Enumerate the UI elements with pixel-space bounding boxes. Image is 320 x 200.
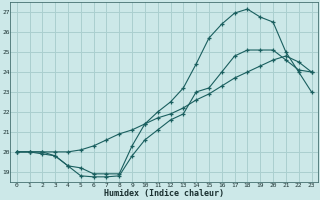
X-axis label: Humidex (Indice chaleur): Humidex (Indice chaleur)	[104, 189, 224, 198]
